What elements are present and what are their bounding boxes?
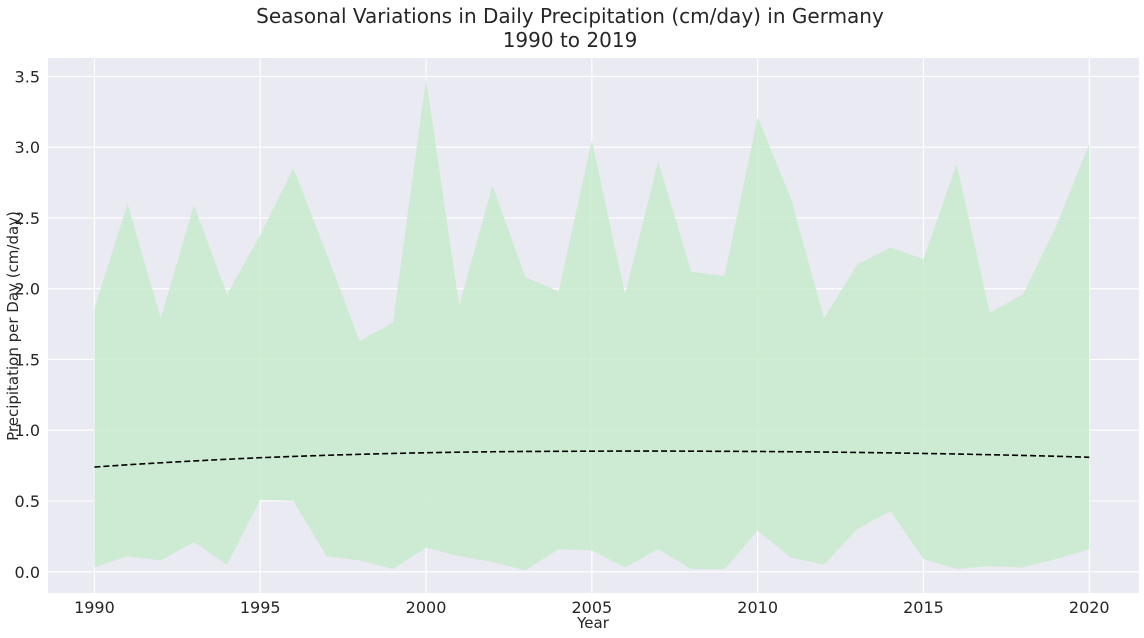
x-axis-label: Year	[576, 614, 610, 632]
chart-title: Seasonal Variations in Daily Precipitati…	[256, 4, 884, 28]
y-tick-label: 0.0	[15, 563, 40, 582]
series-layer	[94, 79, 1090, 571]
y-tick-label: 1.0	[15, 421, 40, 440]
x-tick-label: 2015	[903, 598, 944, 617]
x-tick-label: 2010	[737, 598, 778, 617]
y-tick-label: 3.5	[15, 67, 40, 86]
x-tick-label: 2005	[571, 598, 612, 617]
chart-subtitle: 1990 to 2019	[503, 28, 638, 52]
tick-labels: 1990 1995 2000 2005 2010 2015 2020 0.0 0.5 1.0 1.5…	[15, 67, 1110, 617]
precipitation-range-band	[94, 79, 1090, 571]
x-tick-label: 1995	[240, 598, 281, 617]
y-tick-label: 0.5	[15, 492, 40, 511]
x-tick-label: 2020	[1069, 598, 1110, 617]
trend-line	[94, 450, 1090, 468]
y-tick-label: 3.0	[15, 138, 40, 157]
x-tick-label: 2000	[406, 598, 447, 617]
y-axis-label: Precipitation per Day (cm/day)	[4, 211, 22, 441]
y-tick-label: 2.5	[15, 209, 40, 228]
y-tick-label: 2.0	[15, 280, 40, 299]
x-tick-label: 1990	[74, 598, 115, 617]
y-tick-label: 1.5	[15, 350, 40, 369]
